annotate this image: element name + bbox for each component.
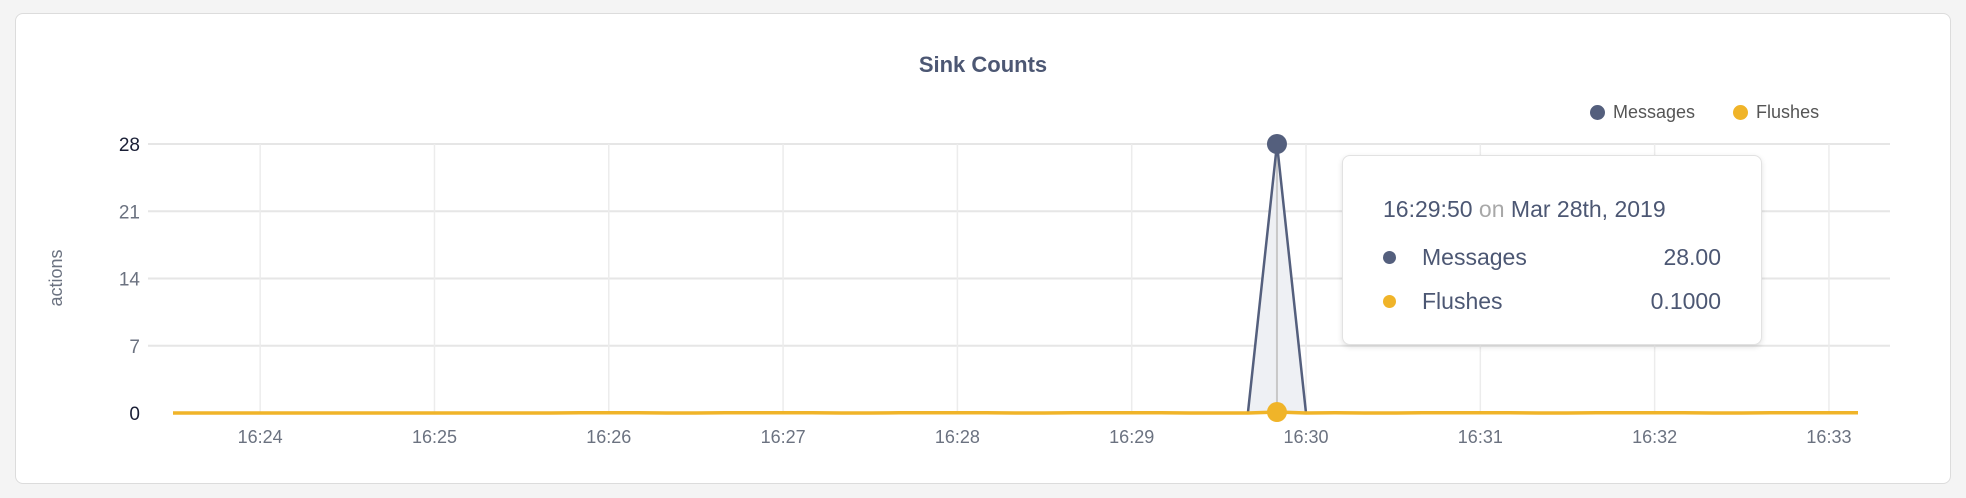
- x-tick-label: 16:27: [761, 427, 806, 447]
- legend-item-messages[interactable]: Messages: [1590, 102, 1695, 123]
- data-point-flushes: [1266, 402, 1287, 423]
- x-tick-label: 16:26: [586, 427, 631, 447]
- legend: Messages Flushes: [1590, 102, 1819, 123]
- tooltip-time: 16:29:50: [1383, 196, 1473, 222]
- chart-title: Sink Counts: [918, 52, 1048, 77]
- data-point-messages: [1266, 134, 1287, 154]
- legend-item-flushes[interactable]: Flushes: [1733, 102, 1819, 123]
- x-tick-label: 16:31: [1458, 427, 1503, 447]
- y-tick-label: 0: [129, 404, 140, 425]
- tooltip-value: 0.1000: [1650, 287, 1721, 314]
- tooltip-row-messages: Messages 28.00: [1383, 235, 1721, 279]
- x-tick-label: 16:32: [1632, 427, 1677, 447]
- x-tick-label: 16:28: [935, 427, 980, 447]
- series-dot-icon: [1383, 294, 1396, 308]
- series-dot-icon: [1383, 250, 1396, 264]
- legend-dot-icon: [1590, 105, 1605, 120]
- legend-label: Flushes: [1756, 102, 1820, 122]
- x-tick-label: 16:33: [1806, 427, 1851, 447]
- legend-dot-icon: [1733, 105, 1749, 120]
- tooltip-value: 28.00: [1663, 243, 1721, 270]
- x-tick-label: 16:24: [238, 427, 283, 447]
- y-tick-label: 14: [119, 270, 141, 291]
- series-line-flushes: [173, 410, 1858, 415]
- tooltip-label: Flushes: [1422, 287, 1503, 314]
- y-tick-label: 21: [119, 202, 140, 223]
- tooltip: 16:29:50 on Mar 28th, 2019 Messages 28.0…: [1342, 155, 1762, 345]
- tooltip-date: Mar 28th, 2019: [1510, 196, 1666, 222]
- y-tick-label: 28: [119, 135, 140, 156]
- x-tick-label: 16:29: [1109, 427, 1154, 447]
- tooltip-on: on: [1478, 196, 1505, 222]
- x-tick-label: 16:25: [412, 427, 457, 447]
- y-axis-label: actions: [46, 249, 66, 306]
- y-tick-label: 7: [129, 337, 140, 358]
- tooltip-row-flushes: Flushes 0.1000: [1383, 279, 1721, 323]
- legend-label: Messages: [1613, 102, 1696, 122]
- x-tick-label: 16:30: [1283, 427, 1328, 447]
- tooltip-label: Messages: [1422, 243, 1527, 270]
